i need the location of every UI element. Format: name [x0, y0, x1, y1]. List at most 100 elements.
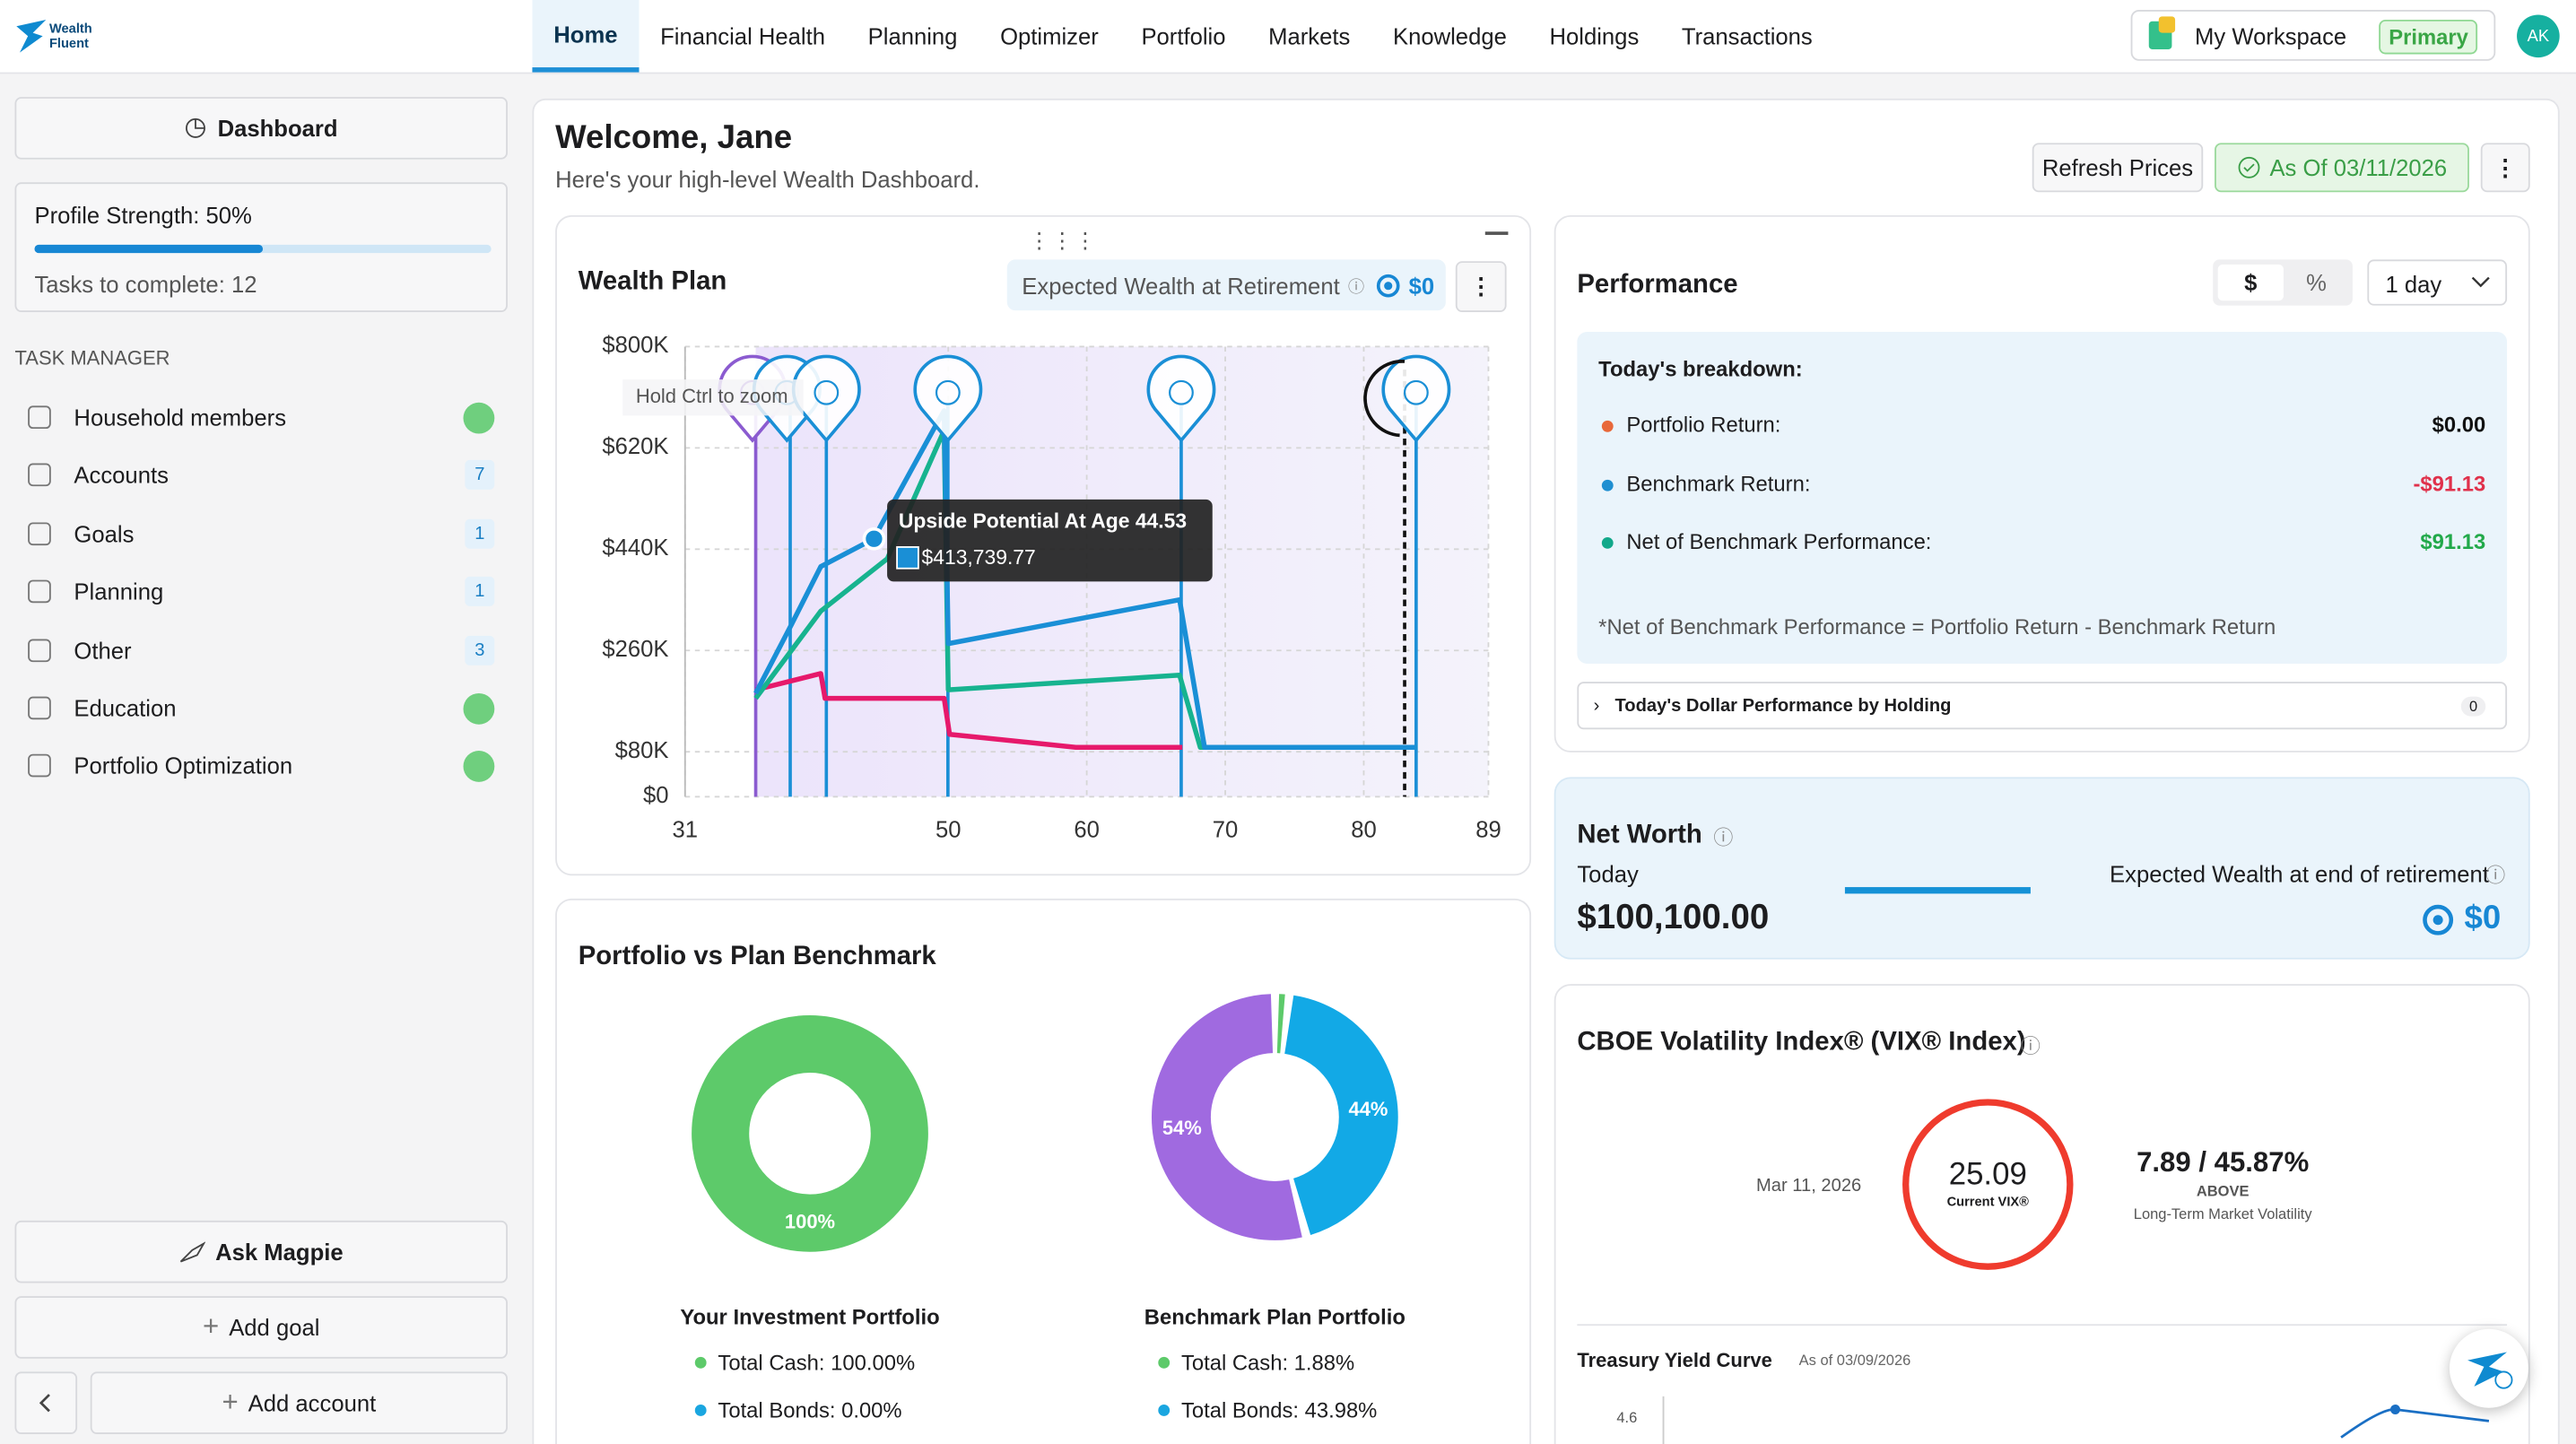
row-value: $91.13 — [2420, 528, 2486, 554]
task-count: 1 — [465, 518, 495, 549]
milestone-icon — [1169, 379, 1194, 405]
toggle-option[interactable]: % — [2306, 269, 2327, 296]
x-tick-label: 31 — [673, 818, 699, 843]
zoom-hint: Hold Ctrl to zoom — [636, 385, 788, 407]
legend-dot — [694, 1356, 707, 1369]
legend-text: Total Cash: 100.00% — [718, 1350, 916, 1376]
row-label: Net of Benchmark Performance: — [1626, 528, 1932, 554]
task-item[interactable]: Accounts 7 — [14, 451, 507, 500]
as-of-button[interactable]: As Of 03/11/2026 — [2215, 143, 2469, 193]
card-title: Portfolio vs Plan Benchmark — [578, 943, 936, 971]
task-icon — [28, 405, 51, 430]
expected-value: $0 — [1408, 272, 1435, 299]
workspace-switch[interactable]: My Workspace Primary — [2130, 9, 2496, 61]
breakdown-box: Today's breakdown: Portfolio Return: $0.0… — [1577, 331, 2508, 664]
nav-tab[interactable]: Knowledge — [1392, 22, 1507, 49]
avatar[interactable]: AK — [2517, 14, 2560, 58]
task-item[interactable]: Goals 1 — [14, 509, 507, 558]
donut-segment — [1151, 994, 1398, 1240]
task-label: Planning — [74, 578, 164, 605]
task-label: Goals — [74, 520, 135, 547]
hint-box — [622, 379, 804, 416]
icon — [39, 1394, 50, 1413]
profile-box: Profile Strength: 50% Tasks to complete:… — [14, 182, 508, 313]
period-select[interactable]: 1 day — [2367, 259, 2508, 306]
vix-range-label: Long-Term Market Volatility — [2133, 1205, 2312, 1222]
add-account-button[interactable]: + Add account — [90, 1371, 508, 1435]
task-label: Portfolio Optimization — [74, 752, 293, 779]
task-item[interactable]: Portfolio Optimization — [14, 742, 507, 791]
donut-label: 44% — [1348, 1098, 1388, 1120]
task-label: Education — [74, 694, 177, 722]
ask-button[interactable]: Ask Magpie — [14, 1220, 508, 1283]
task-icon — [28, 754, 51, 779]
task-label: Accounts — [74, 462, 169, 489]
button-label: Dashboard — [217, 115, 338, 142]
progress-fill — [34, 244, 264, 254]
row-dot — [1601, 420, 1614, 432]
net-worth-today-label: Today — [1577, 860, 1639, 888]
nav-tab[interactable]: Portfolio — [1141, 22, 1226, 49]
task-icon — [28, 696, 51, 720]
net-worth-card — [1553, 777, 2530, 960]
holding-count: 0 — [2460, 696, 2486, 717]
nav-tab[interactable]: Holdings — [1549, 22, 1640, 49]
nav-tab[interactable]: Financial Health — [660, 22, 826, 49]
expected-wealth: Expected Wealth at Retirement ⓘ $0 — [1006, 259, 1446, 311]
y-tick-label: $620K — [602, 434, 668, 459]
card-title: Performance — [1577, 271, 1738, 300]
workspace-name: My Workspace — [2195, 22, 2347, 49]
drag-handle[interactable]: ⋮⋮⋮ — [1028, 228, 1098, 254]
divider — [1577, 1324, 2508, 1327]
refresh-button[interactable]: Refresh Prices — [2032, 143, 2204, 193]
nav-tab[interactable]: Home — [532, 0, 640, 73]
nav-tab[interactable]: Optimizer — [1000, 22, 1099, 49]
axis-line — [1662, 1396, 1665, 1444]
section-title: TASK MANAGER — [14, 346, 170, 370]
more-button[interactable]: ⋮ — [2480, 143, 2530, 193]
expected-label: Expected Wealth at Retirement — [1022, 272, 1340, 299]
task-item[interactable]: Education — [14, 683, 507, 733]
x-tick-label: 50 — [936, 818, 962, 843]
toggle-option[interactable]: $ — [2217, 264, 2284, 301]
as-of-date: As Of 03/11/2026 — [2269, 154, 2448, 181]
row-label: Portfolio Return: — [1626, 412, 1781, 438]
button-label: Add goal — [229, 1314, 320, 1341]
legend-text: Total Bonds: 43.98% — [1180, 1397, 1378, 1423]
vix-gauge — [1902, 1099, 2074, 1270]
task-item[interactable]: Household members — [14, 393, 507, 442]
dashboard-button[interactable]: Dashboard — [14, 97, 508, 160]
icon — [2467, 1352, 2513, 1389]
tasks-left: Tasks to complete: 12 — [34, 271, 257, 298]
nav-tab[interactable]: Planning — [867, 22, 958, 49]
hover-point — [862, 526, 886, 551]
holding-label: Today's Dollar Performance by Holding — [1614, 696, 1952, 717]
nav-tab[interactable]: Markets — [1268, 22, 1351, 49]
task-item[interactable]: Other 3 — [14, 625, 507, 674]
task-icon — [28, 638, 51, 662]
workspace-icon — [2158, 16, 2176, 33]
info-icon: ⓘ — [2020, 1034, 2041, 1058]
info-icon: ⓘ — [1713, 826, 1734, 849]
logo-word: Fluent — [48, 36, 89, 51]
task-icon — [28, 579, 51, 604]
collapse-button[interactable] — [14, 1371, 78, 1435]
minimize[interactable] — [1484, 231, 1509, 235]
logo-text: Wealth Fluent — [49, 22, 92, 51]
holding-row[interactable]: › Today's Dollar Performance by Holding … — [1577, 682, 2508, 730]
task-item[interactable]: Planning 1 — [14, 567, 507, 616]
treasury-title: Treasury Yield Curve — [1577, 1348, 1772, 1372]
y-tick-label: $800K — [602, 333, 668, 358]
chart-menu[interactable]: ⋮ — [1455, 261, 1507, 313]
x-tick-label: 89 — [1475, 818, 1501, 843]
ai-button[interactable] — [2449, 1328, 2528, 1408]
nav-tab[interactable]: Transactions — [1681, 22, 1813, 49]
y-tick-label: $80K — [615, 738, 669, 763]
add-goal-button[interactable]: + Add goal — [14, 1296, 508, 1359]
row-value: -$91.13 — [2413, 470, 2486, 496]
icon — [180, 1241, 206, 1263]
tooltip-value: $413,739.77 — [922, 545, 1036, 569]
